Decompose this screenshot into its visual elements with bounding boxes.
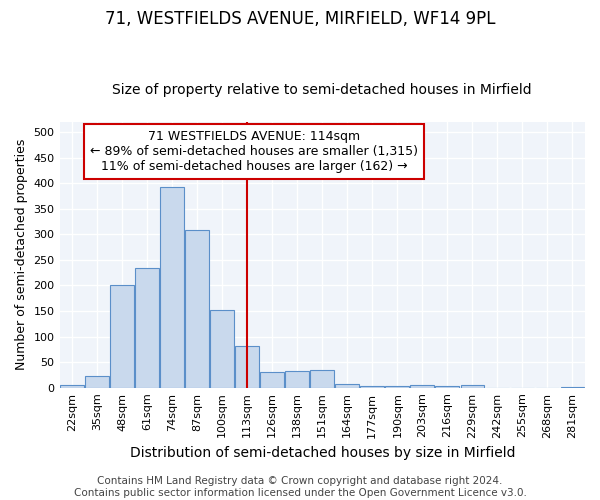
Bar: [160, 186, 184, 388]
Bar: [335, 384, 359, 388]
Bar: [560, 386, 584, 388]
Bar: [410, 385, 434, 388]
Y-axis label: Number of semi-detached properties: Number of semi-detached properties: [15, 139, 28, 370]
Bar: [235, 346, 259, 388]
Text: Contains HM Land Registry data © Crown copyright and database right 2024.
Contai: Contains HM Land Registry data © Crown c…: [74, 476, 526, 498]
Bar: [286, 372, 309, 388]
Title: Size of property relative to semi-detached houses in Mirfield: Size of property relative to semi-detach…: [112, 83, 532, 97]
Bar: [110, 286, 134, 388]
Bar: [185, 230, 209, 388]
X-axis label: Distribution of semi-detached houses by size in Mirfield: Distribution of semi-detached houses by …: [130, 446, 515, 460]
Bar: [461, 385, 484, 388]
Bar: [60, 385, 84, 388]
Bar: [361, 386, 384, 388]
Bar: [135, 268, 159, 388]
Bar: [436, 386, 459, 388]
Bar: [260, 372, 284, 388]
Bar: [85, 376, 109, 388]
Bar: [310, 370, 334, 388]
Text: 71, WESTFIELDS AVENUE, MIRFIELD, WF14 9PL: 71, WESTFIELDS AVENUE, MIRFIELD, WF14 9P…: [105, 10, 495, 28]
Bar: [210, 310, 234, 388]
Text: 71 WESTFIELDS AVENUE: 114sqm
← 89% of semi-detached houses are smaller (1,315)
1: 71 WESTFIELDS AVENUE: 114sqm ← 89% of se…: [90, 130, 418, 173]
Bar: [385, 386, 409, 388]
